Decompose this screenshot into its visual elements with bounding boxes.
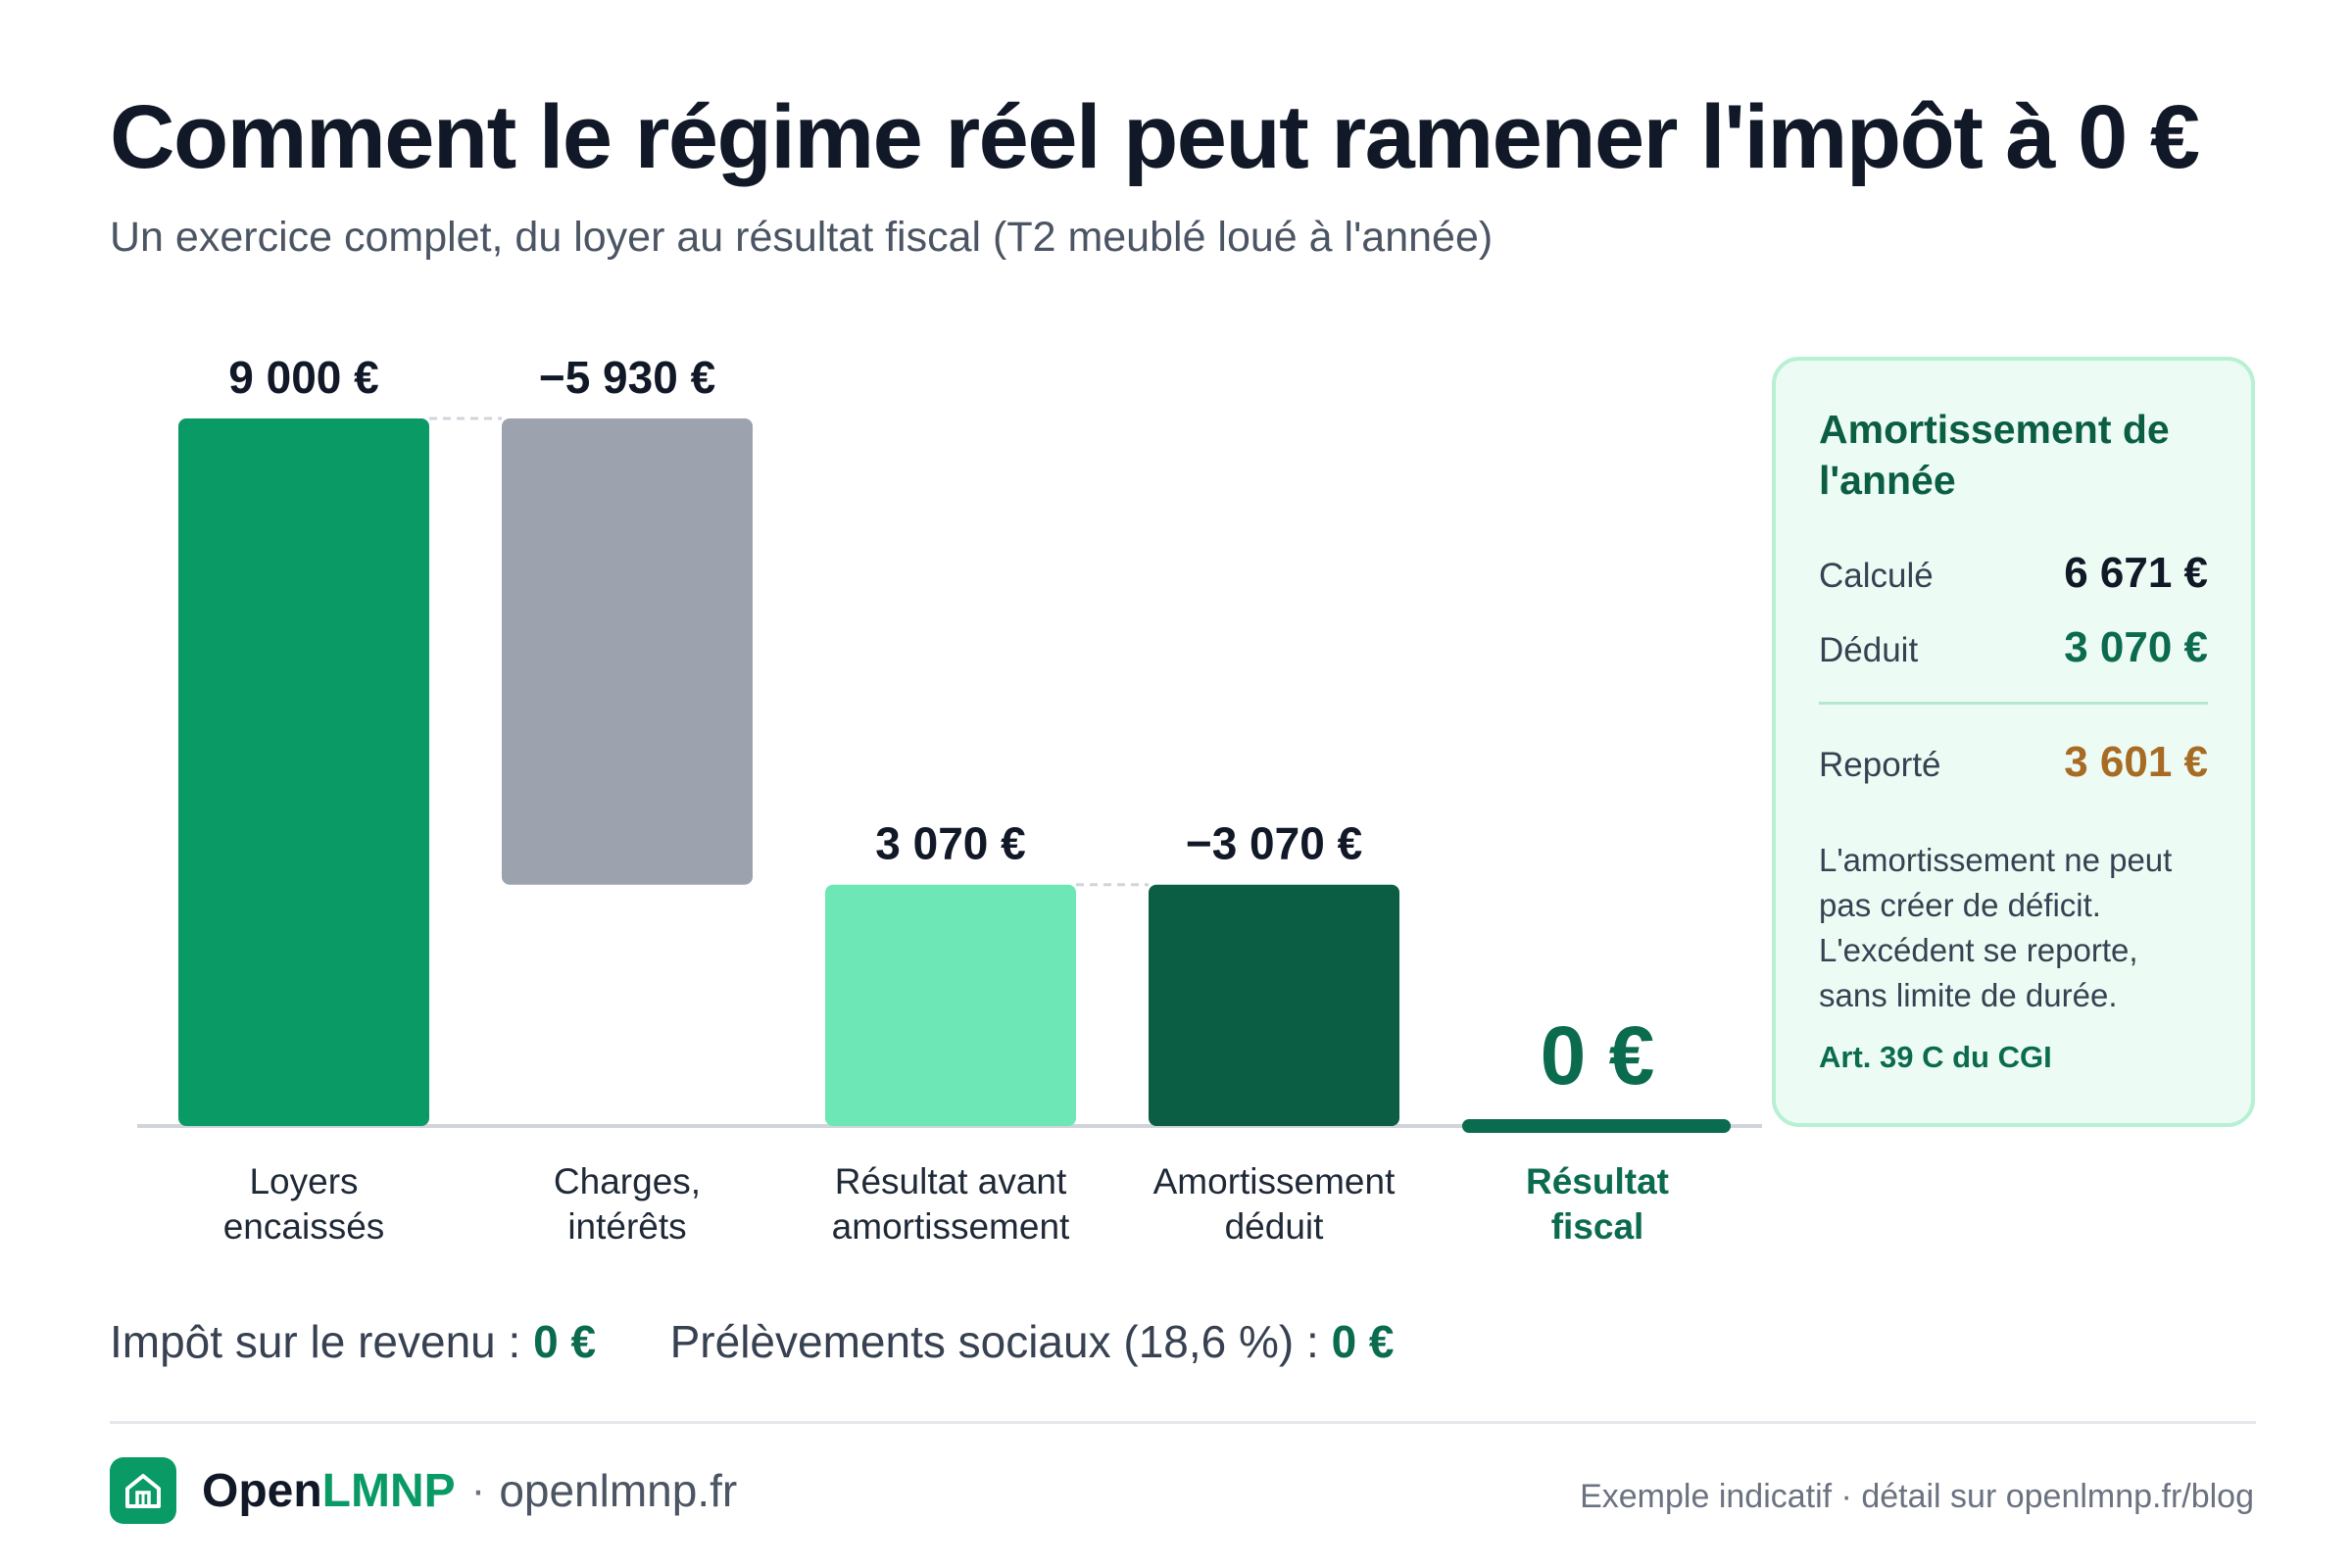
panel-row-deducted: Déduit 3 070 € bbox=[1819, 623, 2208, 672]
brand: OpenLMNP · openlmnp.fr bbox=[110, 1456, 737, 1525]
category-label: Amortissement déduit bbox=[1153, 1161, 1396, 1247]
bar-value-label: 3 070 € bbox=[875, 818, 1025, 869]
result-value-label: 0 € bbox=[1541, 1009, 1655, 1102]
panel-row-calculated: Calculé 6 671 € bbox=[1819, 549, 2208, 598]
social-tax-value: 0 € bbox=[1331, 1316, 1395, 1367]
tax-summary: Impôt sur le revenu : 0 € Prélèvements s… bbox=[110, 1315, 1395, 1368]
income-tax-label: Impôt sur le revenu : bbox=[110, 1316, 521, 1367]
category-label: Résultat fiscal bbox=[1526, 1161, 1669, 1247]
page-subtitle: Un exercice complet, du loyer au résulta… bbox=[110, 214, 1494, 261]
house-icon bbox=[110, 1457, 176, 1524]
panel-note: L'amortissement ne peut pas créer de déf… bbox=[1819, 842, 2173, 1013]
amortization-panel: Amortissement de l'année Calculé 6 671 €… bbox=[1772, 357, 2255, 1127]
panel-row-label: Calculé bbox=[1819, 557, 1934, 595]
income-tax-value: 0 € bbox=[533, 1316, 597, 1367]
brand-name: OpenLMNP bbox=[202, 1464, 456, 1517]
panel-title: Amortissement de l'année bbox=[1819, 407, 2170, 503]
panel-row-value: 3 601 € bbox=[2064, 738, 2208, 786]
brand-separator: · bbox=[470, 1466, 486, 1514]
panel-row-label: Reporté bbox=[1819, 746, 1941, 784]
category-label: Charges, intérêts bbox=[554, 1161, 701, 1247]
result-bar bbox=[1462, 1119, 1731, 1133]
bar-value-label: −5 930 € bbox=[539, 352, 715, 403]
panel-row-value: 6 671 € bbox=[2064, 549, 2208, 597]
panel-row-carried: Reporté 3 601 € bbox=[1819, 738, 2208, 787]
social-tax-label: Prélèvements sociaux (18,6 %) : bbox=[669, 1316, 1319, 1367]
bar-value-label: 9 000 € bbox=[228, 352, 378, 403]
panel-legal-reference: Art. 39 C du CGI bbox=[1819, 1040, 2052, 1074]
panel-row-value: 3 070 € bbox=[2064, 623, 2208, 671]
bar bbox=[502, 418, 753, 885]
waterfall-chart: 9 000 € −5 930 € 3 070 € −3 070 € 0 € Loyers e… bbox=[137, 352, 1762, 1247]
category-label: Loyers encaissés bbox=[223, 1161, 385, 1247]
brand-url[interactable]: openlmnp.fr bbox=[499, 1465, 738, 1516]
bar bbox=[825, 884, 1076, 1126]
footnote: Exemple indicatif · détail sur openlmnp.… bbox=[1580, 1478, 2254, 1515]
page-title: Comment le régime réel peut ramener l'im… bbox=[110, 87, 2200, 187]
bar-value-label: −3 070 € bbox=[1186, 818, 1362, 869]
footer-divider bbox=[110, 1421, 2256, 1424]
bar bbox=[1149, 884, 1399, 1126]
panel-divider bbox=[1819, 702, 2208, 705]
panel-row-label: Déduit bbox=[1819, 631, 1919, 669]
category-label: Résultat avant amortissement bbox=[832, 1161, 1070, 1247]
bar bbox=[178, 418, 429, 1126]
